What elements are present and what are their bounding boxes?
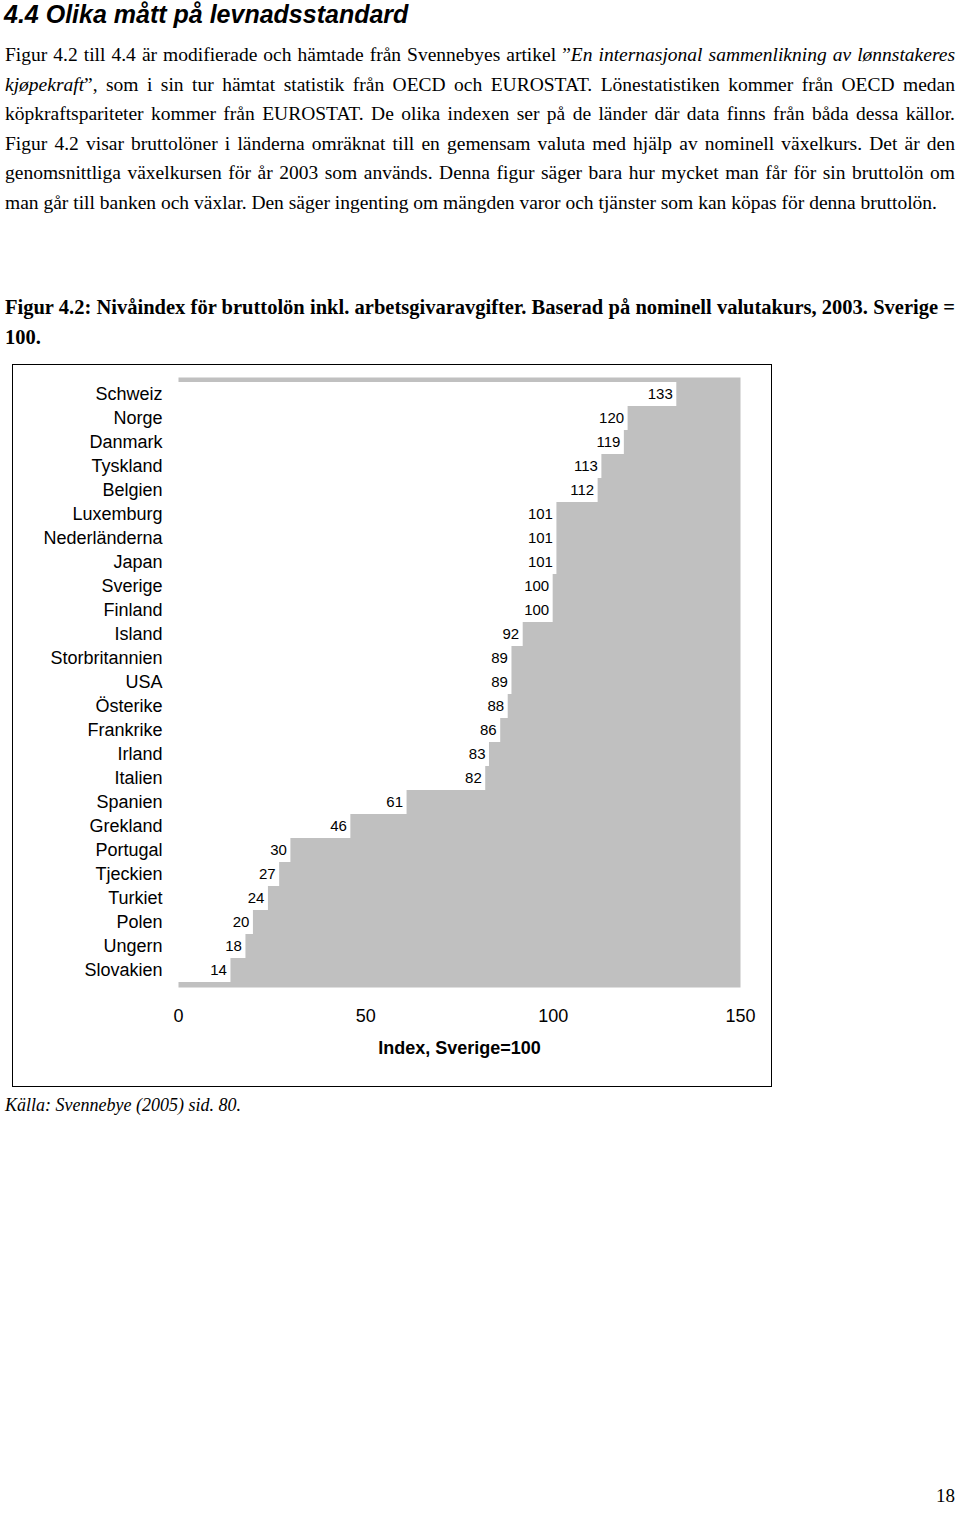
svg-text:101: 101 [528,529,553,546]
svg-text:18: 18 [225,937,242,954]
svg-text:Finland: Finland [103,600,162,620]
html-text:Figur 4.2: Nivåindex för brutt: Figur 4.2: Nivåindex för bruttolön inkl.… [5,296,955,348]
svg-text:Italien: Italien [114,768,162,788]
svg-text:Island: Island [114,624,162,644]
svg-text:89: 89 [491,649,508,666]
svg-text:30: 30 [270,841,287,858]
svg-text:Spanien: Spanien [96,792,162,812]
svg-text:0: 0 [173,1006,183,1026]
svg-text:Slovakien: Slovakien [84,960,162,980]
svg-text:Norge: Norge [113,408,162,428]
svg-text:86: 86 [480,721,497,738]
svg-text:Österike: Österike [95,696,162,716]
svg-text:100: 100 [524,577,549,594]
svg-text:100: 100 [538,1006,568,1026]
svg-text:82: 82 [465,769,482,786]
svg-text:50: 50 [356,1006,376,1026]
svg-text:Polen: Polen [116,912,162,932]
svg-text:27: 27 [259,865,276,882]
svg-text:150: 150 [725,1006,755,1026]
html-text:4.4 Olika mått på levnadsstand: 4.4 Olika mått på levnadsstandard [4,0,409,28]
html-text:Källa: Svennebye (2005) sid. 8: Källa: Svennebye (2005) sid. 80. [5,1095,241,1115]
svg-text:Irland: Irland [117,744,162,764]
svg-text:46: 46 [330,817,347,834]
svg-text:Storbritannien: Storbritannien [50,648,162,668]
svg-text:89: 89 [491,673,508,690]
svg-text:119: 119 [596,433,620,450]
svg-text:88: 88 [488,697,505,714]
svg-text:20: 20 [233,913,250,930]
svg-text:24: 24 [248,889,265,906]
svg-text:101: 101 [528,553,553,570]
svg-text:92: 92 [503,625,520,642]
svg-text:Turkiet: Turkiet [108,888,162,908]
svg-text:Tyskland: Tyskland [91,456,162,476]
svg-text:Frankrike: Frankrike [87,720,162,740]
svg-text:100: 100 [524,601,549,618]
html-text:18: 18 [936,1485,955,1506]
svg-text:Ungern: Ungern [103,936,162,956]
svg-text:61: 61 [386,793,403,810]
svg-text:120: 120 [599,409,624,426]
svg-text:Tjeckien: Tjeckien [95,864,162,884]
svg-text:113: 113 [574,457,598,474]
svg-text:Luxemburg: Luxemburg [72,504,162,524]
svg-text:101: 101 [528,505,553,522]
svg-text:133: 133 [648,385,673,402]
svg-text:Belgien: Belgien [102,480,162,500]
svg-text:14: 14 [210,961,227,978]
svg-text:112: 112 [570,481,594,498]
svg-text:Danmark: Danmark [89,432,163,452]
svg-text:Index, Sverige=100: Index, Sverige=100 [378,1038,541,1058]
svg-text:Sverige: Sverige [101,576,162,596]
html-text:Figur 4.2 till 4.4 är modifier: Figur 4.2 till 4.4 är modifierade och hä… [5,44,955,213]
svg-text:Nederländerna: Nederländerna [43,528,163,548]
svg-text:Grekland: Grekland [89,816,162,836]
svg-text:Schweiz: Schweiz [95,384,162,404]
svg-text:83: 83 [469,745,486,762]
svg-text:Japan: Japan [113,552,162,572]
svg-text:Portugal: Portugal [95,840,162,860]
svg-text:USA: USA [125,672,162,692]
